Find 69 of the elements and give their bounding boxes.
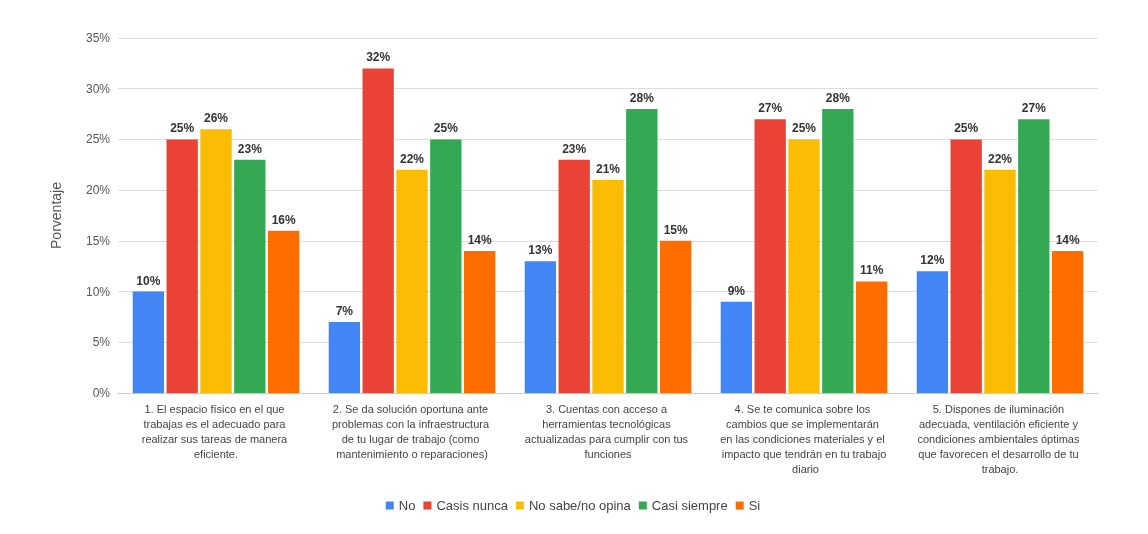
x-tick-label: 3. Cuentas con acceso a herramientas tecnológicas actualizadas para cumplir con tus funciones: [524, 402, 692, 460]
bar: [558, 159, 590, 393]
data-label: 25%: [170, 121, 195, 136]
bar: [659, 240, 692, 393]
data-label: 25%: [791, 121, 817, 136]
data-label: 12%: [920, 253, 945, 268]
bar: [234, 159, 266, 393]
legend-label: No sabe/no opina: [528, 498, 632, 513]
y-tick-label: 35%: [85, 31, 111, 45]
bar: [362, 68, 394, 393]
data-label: 15%: [663, 222, 688, 237]
y-tick-label: 20%: [85, 183, 111, 198]
bar: [720, 301, 753, 393]
y-axis-title: Porventaje: [48, 181, 64, 249]
bar: [267, 230, 300, 393]
bar: [1051, 251, 1084, 393]
y-tick-label: 10%: [85, 284, 111, 299]
data-label: 11%: [859, 263, 884, 278]
data-label: 13%: [528, 243, 553, 258]
bar: [166, 139, 198, 393]
data-label: 22%: [399, 151, 425, 166]
data-label: 14%: [1055, 233, 1080, 247]
y-tick-label: 30%: [85, 81, 111, 96]
y-tick-label: 15%: [85, 233, 111, 248]
x-tick-label: 2. Se da solución oportuna ante problemas con la infraestructura de tu lugar de trabajo (como mantenimiento o reparaciones): [331, 402, 493, 460]
data-label: 27%: [758, 101, 783, 116]
x-tick-label: 1. El espacio físico en el que trabajas es el adecuado para realizar sus tareas de manera eficiente.: [141, 402, 291, 460]
data-label: 32%: [366, 50, 391, 65]
data-label: 23%: [562, 141, 587, 156]
bar: [916, 271, 949, 393]
bar: [132, 291, 165, 393]
bar: [984, 169, 1016, 393]
data-label: 16%: [271, 212, 296, 227]
y-tick-label: 5%: [92, 335, 111, 350]
bar: [430, 139, 462, 393]
data-label: 14%: [467, 233, 492, 247]
x-tick-label: 4. Se te comunica sobre los cambios que se implementarán en las condiciones materiales y el impacto que tendrán en tu trabajo diario: [720, 402, 888, 475]
y-tick-label: 25%: [85, 132, 111, 147]
bar: [1018, 119, 1050, 393]
data-label: 28%: [629, 91, 655, 105]
data-label: 10%: [136, 273, 161, 288]
legend-label: Casis nunca: [436, 498, 509, 513]
bar: [200, 129, 232, 393]
data-label: 23%: [237, 141, 263, 156]
bar: [950, 139, 982, 393]
data-label: 25%: [433, 121, 459, 136]
legend-label: Casi siempre: [651, 498, 728, 513]
legend-label: No: [398, 498, 416, 513]
bar: [328, 322, 361, 393]
bar: [822, 109, 854, 393]
bar: [396, 169, 428, 393]
bar: [754, 119, 786, 393]
y-tick-label: 0%: [92, 386, 111, 400]
bar: [592, 180, 624, 393]
bar: [626, 109, 658, 393]
data-label: 7%: [335, 304, 354, 318]
data-label: 21%: [595, 162, 621, 176]
data-label: 25%: [954, 121, 979, 136]
data-label: 26%: [203, 111, 229, 126]
data-label: 27%: [1021, 101, 1047, 116]
legend-label: Si: [748, 498, 761, 513]
bar: [463, 251, 496, 393]
data-label: 22%: [987, 151, 1013, 166]
x-tick-label: 5. Dispones de iluminación adecuada, ventilación eficiente y condiciones ambientales óptimas que favorecen el desarrollo de tu trabajo.: [917, 402, 1083, 475]
bar: [524, 261, 557, 393]
data-label: 9%: [727, 283, 746, 298]
bar: [788, 139, 820, 393]
data-label: 28%: [825, 91, 851, 105]
bar: [855, 281, 888, 393]
